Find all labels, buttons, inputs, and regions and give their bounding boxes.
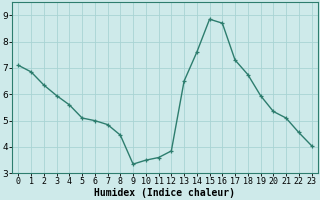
X-axis label: Humidex (Indice chaleur): Humidex (Indice chaleur) bbox=[94, 188, 236, 198]
